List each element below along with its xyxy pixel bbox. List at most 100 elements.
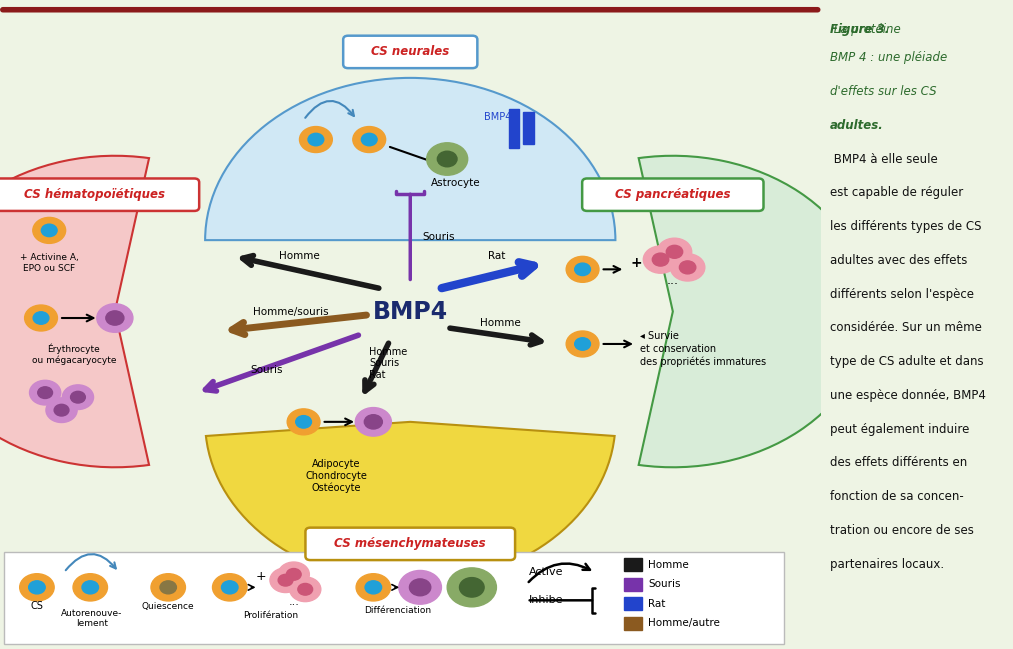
Circle shape bbox=[279, 562, 309, 587]
Text: +: + bbox=[630, 256, 642, 270]
Circle shape bbox=[33, 312, 49, 324]
Circle shape bbox=[213, 574, 247, 601]
Text: d'effets sur les CS: d'effets sur les CS bbox=[831, 85, 937, 98]
Text: Souris: Souris bbox=[250, 365, 283, 375]
FancyBboxPatch shape bbox=[4, 552, 784, 644]
Text: Rat: Rat bbox=[487, 251, 505, 261]
Circle shape bbox=[680, 261, 696, 274]
Text: partenaires locaux.: partenaires locaux. bbox=[831, 557, 944, 570]
Text: Prolifération: Prolifération bbox=[243, 611, 299, 620]
Text: type de CS adulte et dans: type de CS adulte et dans bbox=[831, 355, 984, 368]
Circle shape bbox=[566, 331, 599, 357]
Circle shape bbox=[356, 408, 391, 436]
Text: Active: Active bbox=[529, 567, 564, 578]
Circle shape bbox=[63, 385, 93, 410]
Circle shape bbox=[287, 569, 301, 580]
Text: Souris: Souris bbox=[648, 579, 681, 589]
Circle shape bbox=[447, 568, 496, 607]
Circle shape bbox=[353, 127, 386, 153]
Text: CS neurales: CS neurales bbox=[371, 45, 450, 58]
Circle shape bbox=[357, 574, 391, 601]
Bar bbox=[524, 112, 534, 144]
Circle shape bbox=[657, 238, 692, 265]
Circle shape bbox=[32, 217, 66, 243]
FancyBboxPatch shape bbox=[582, 178, 764, 211]
Text: des propriétés immatures: des propriétés immatures bbox=[640, 357, 766, 367]
Text: Homme: Homme bbox=[480, 318, 521, 328]
Text: tration ou encore de ses: tration ou encore de ses bbox=[831, 524, 975, 537]
Text: BMP4: BMP4 bbox=[373, 300, 448, 323]
Wedge shape bbox=[0, 156, 149, 467]
Text: Homme/souris: Homme/souris bbox=[253, 307, 329, 317]
Text: fonction de sa concen-: fonction de sa concen- bbox=[831, 490, 964, 503]
Circle shape bbox=[73, 574, 107, 601]
Text: ◂ Survie: ◂ Survie bbox=[640, 331, 679, 341]
Text: est capable de réguler: est capable de réguler bbox=[831, 186, 963, 199]
Text: CS mésenchymateuses: CS mésenchymateuses bbox=[334, 537, 486, 550]
Circle shape bbox=[28, 581, 46, 594]
Wedge shape bbox=[638, 156, 870, 467]
Circle shape bbox=[290, 577, 321, 602]
Text: CS hématopoïétiques: CS hématopoïétiques bbox=[24, 188, 165, 201]
Text: adultes.: adultes. bbox=[831, 119, 884, 132]
Bar bbox=[624, 597, 641, 610]
Circle shape bbox=[671, 254, 705, 281]
Circle shape bbox=[29, 380, 61, 405]
Circle shape bbox=[296, 415, 311, 428]
Circle shape bbox=[574, 337, 591, 350]
Text: peut également induire: peut également induire bbox=[831, 422, 969, 435]
Text: Homme
Souris
Rat: Homme Souris Rat bbox=[370, 347, 407, 380]
Circle shape bbox=[362, 133, 377, 146]
Text: BMP4: BMP4 bbox=[484, 112, 512, 122]
Circle shape bbox=[82, 581, 98, 594]
Circle shape bbox=[438, 151, 457, 167]
Circle shape bbox=[460, 578, 484, 597]
Circle shape bbox=[105, 311, 124, 325]
Circle shape bbox=[365, 581, 382, 594]
Circle shape bbox=[269, 568, 301, 593]
Text: Homme/autre: Homme/autre bbox=[648, 618, 720, 628]
Circle shape bbox=[37, 387, 53, 398]
Text: Érythrocyte
ou mégacaryocyte: Érythrocyte ou mégacaryocyte bbox=[31, 344, 116, 365]
Circle shape bbox=[652, 253, 669, 266]
Circle shape bbox=[399, 570, 442, 604]
Text: Homme: Homme bbox=[280, 251, 320, 261]
Text: Figure 3.: Figure 3. bbox=[831, 23, 889, 36]
Text: ...: ... bbox=[289, 597, 299, 607]
Text: ...: ... bbox=[667, 275, 679, 288]
Text: La protéine: La protéine bbox=[831, 23, 901, 36]
Circle shape bbox=[54, 404, 69, 416]
Text: Adipocyte
Chondrocyte
Ostéocyte: Adipocyte Chondrocyte Ostéocyte bbox=[306, 459, 368, 493]
Text: Rat: Rat bbox=[648, 598, 666, 609]
Text: CS: CS bbox=[30, 601, 44, 611]
Circle shape bbox=[97, 304, 133, 332]
FancyBboxPatch shape bbox=[0, 178, 200, 211]
Circle shape bbox=[365, 415, 382, 429]
Bar bbox=[509, 109, 520, 148]
Circle shape bbox=[71, 391, 85, 403]
Wedge shape bbox=[206, 78, 616, 240]
Bar bbox=[624, 617, 641, 630]
Text: Homme: Homme bbox=[648, 559, 689, 570]
Text: une espèce donnée, BMP4: une espèce donnée, BMP4 bbox=[831, 389, 986, 402]
Wedge shape bbox=[206, 422, 615, 584]
Circle shape bbox=[46, 398, 77, 422]
Text: CS pancréatiques: CS pancréatiques bbox=[615, 188, 730, 201]
Circle shape bbox=[308, 133, 324, 146]
Circle shape bbox=[288, 409, 320, 435]
Circle shape bbox=[151, 574, 185, 601]
Circle shape bbox=[566, 256, 599, 282]
Bar bbox=[624, 558, 641, 571]
Text: + Activine A,
EPO ou SCF: + Activine A, EPO ou SCF bbox=[20, 253, 79, 273]
Text: Autorenouve-
lement: Autorenouve- lement bbox=[61, 609, 123, 628]
Circle shape bbox=[160, 581, 176, 594]
Text: et conservation: et conservation bbox=[640, 344, 716, 354]
FancyBboxPatch shape bbox=[306, 528, 515, 560]
Circle shape bbox=[300, 127, 332, 153]
Circle shape bbox=[298, 583, 313, 595]
Text: différents selon l'espèce: différents selon l'espèce bbox=[831, 288, 975, 300]
Text: Quiescence: Quiescence bbox=[142, 602, 194, 611]
Text: les différents types de CS: les différents types de CS bbox=[831, 220, 982, 233]
Circle shape bbox=[426, 143, 468, 175]
Text: Différenciation: Différenciation bbox=[365, 606, 432, 615]
